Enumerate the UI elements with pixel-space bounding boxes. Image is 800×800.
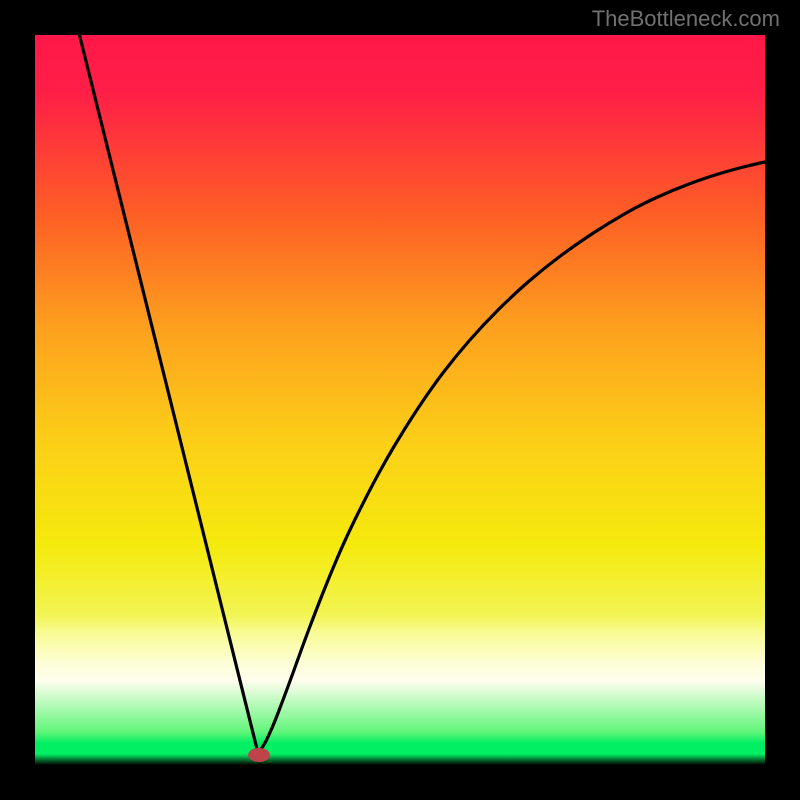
chart-container: TheBottleneck.com [0,0,800,800]
gradient-background [35,35,765,765]
minimum-marker [248,748,270,762]
watermark-text: TheBottleneck.com [592,6,780,32]
plot-area [35,35,765,765]
chart-svg [35,35,765,765]
